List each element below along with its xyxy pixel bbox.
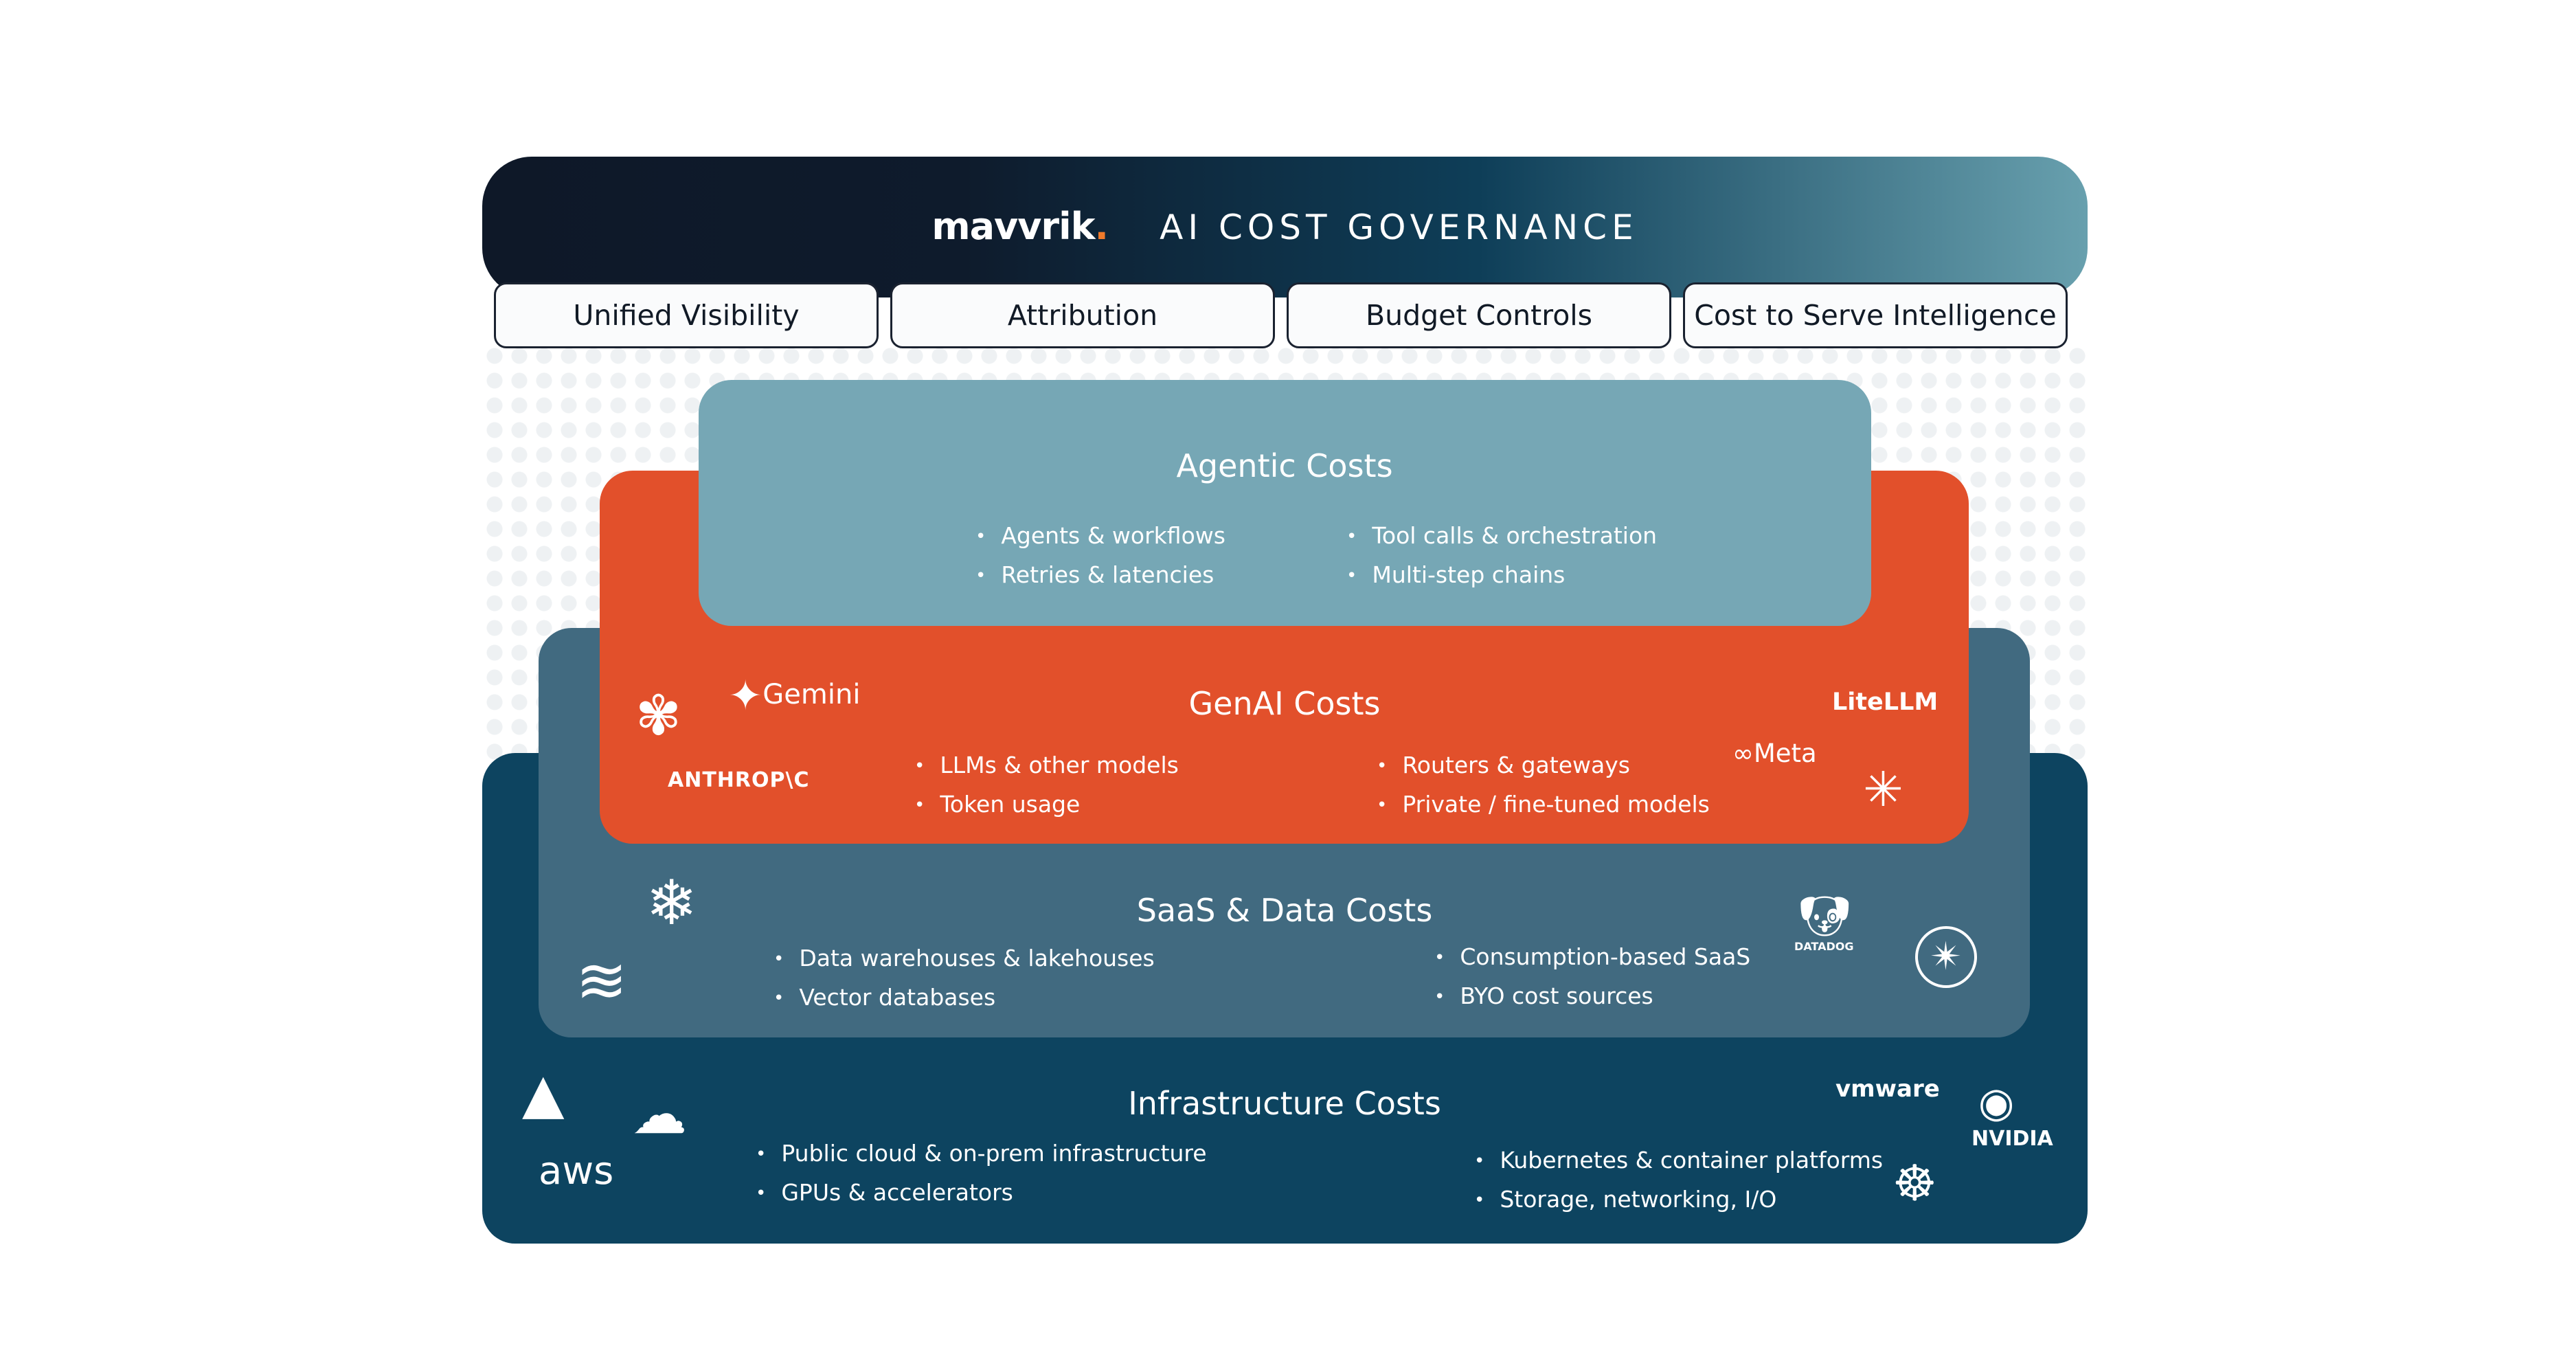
agentic-list-right: Tool calls & orchestration Multi-step ch…	[1346, 517, 1657, 595]
perplexity-icon: ✳	[1863, 761, 1903, 818]
list-item: Tool calls & orchestration	[1346, 517, 1657, 556]
header-title: AI COST GOVERNANCE	[1160, 207, 1638, 247]
genai-title: GenAI Costs	[1188, 685, 1381, 722]
azure-icon: ▲	[522, 1061, 565, 1125]
tab-unified-visibility[interactable]: Unified Visibility	[494, 282, 879, 348]
anthropic-logo: ANTHROP\C	[668, 768, 810, 792]
nvidia-eye-icon: ◉	[1978, 1079, 2015, 1127]
list-item: Vector databases	[773, 978, 1155, 1018]
header-banner: mavvrik. AI COST GOVERNANCE	[482, 157, 2088, 297]
datadog-icon: 🐶︎	[1798, 892, 1851, 941]
list-item: Storage, networking, I/O	[1474, 1180, 1883, 1220]
infra-list-right: Kubernetes & container platforms Storage…	[1474, 1141, 1883, 1220]
agentic-list-left: Agents & workflows Retries & latencies	[975, 517, 1225, 595]
infra-list-left: Public cloud & on-prem infrastructure GP…	[756, 1134, 1207, 1213]
snowflake-icon: ❄	[646, 867, 698, 939]
databricks-icon: ≋	[576, 945, 628, 1017]
saas-list-left: Data warehouses & lakehouses Vector data…	[773, 939, 1155, 1018]
google-cloud-icon: ☁	[632, 1082, 687, 1146]
list-item: Public cloud & on-prem infrastructure	[756, 1134, 1206, 1173]
vmware-logo: vmware	[1835, 1075, 1940, 1103]
tab-budget-controls[interactable]: Budget Controls	[1287, 282, 1671, 348]
kubernetes-icon: ☸	[1893, 1154, 1937, 1212]
saas-list-right: Consumption-based SaaS BYO cost sources	[1434, 938, 1750, 1016]
mavvrik-logo: mavvrik.	[931, 205, 1109, 248]
layer-agentic	[699, 380, 1871, 626]
list-item: Kubernetes & container platforms	[1474, 1141, 1883, 1180]
header-brand: mavvrik. AI COST GOVERNANCE	[482, 205, 2088, 248]
aws-logo: aws	[539, 1149, 614, 1193]
litellm-logo: LiteLLM	[1832, 688, 1939, 716]
list-item: Data warehouses & lakehouses	[773, 939, 1154, 978]
infra-title: Infrastructure Costs	[1128, 1085, 1441, 1122]
saas-title: SaaS & Data Costs	[1136, 892, 1433, 929]
genai-list-left: LLMs & other models Token usage	[914, 746, 1179, 824]
list-item: Routers & gateways	[1377, 746, 1710, 785]
tab-attribution[interactable]: Attribution	[890, 282, 1275, 348]
list-item: LLMs & other models	[914, 746, 1179, 785]
meta-infinity-icon: ∞	[1732, 739, 1754, 768]
openmeter-icon: ✴	[1915, 926, 1977, 988]
list-item: BYO cost sources	[1434, 977, 1750, 1016]
list-item: Consumption-based SaaS	[1434, 938, 1750, 977]
meta-logo: ∞Meta	[1732, 739, 1817, 768]
list-item: Multi-step chains	[1346, 556, 1657, 595]
list-item: Retries & latencies	[975, 556, 1225, 595]
list-item: Agents & workflows	[975, 517, 1225, 556]
gemini-logo: ✦Gemini	[728, 672, 861, 720]
nvidia-logo: NVIDIA	[1971, 1127, 2053, 1151]
agentic-title: Agentic Costs	[1176, 447, 1393, 484]
datadog-logo: DATADOG	[1794, 940, 1854, 953]
list-item: GPUs & accelerators	[756, 1173, 1207, 1213]
tab-cost-to-serve[interactable]: Cost to Serve Intelligence	[1683, 282, 2068, 348]
openai-icon: ✾	[635, 684, 682, 748]
genai-list-right: Routers & gateways Private / fine-tuned …	[1377, 746, 1710, 824]
list-item: Token usage	[914, 785, 1179, 824]
list-item: Private / fine-tuned models	[1377, 785, 1710, 824]
gemini-spark-icon: ✦	[728, 672, 763, 720]
